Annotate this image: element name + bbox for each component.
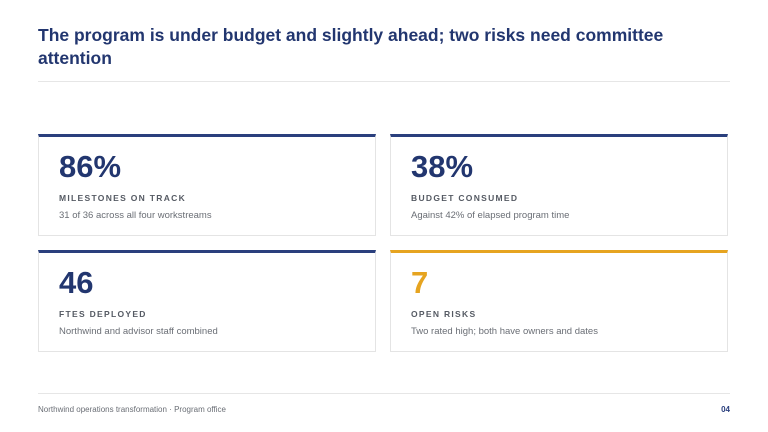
metric-card-ftes: 46 FTES DEPLOYED Northwind and advisor s… [38,250,376,352]
metric-value: 38% [411,149,474,184]
metric-label: FTES DEPLOYED [59,309,147,319]
metric-card-milestones: 86% MILESTONES ON TRACK 31 of 36 across … [38,134,376,236]
slide-title: The program is under budget and slightly… [38,25,664,68]
metric-description: Northwind and advisor staff combined [59,326,218,337]
metric-label: OPEN RISKS [411,309,477,319]
title-divider [38,81,730,82]
metric-card-risks: 7 OPEN RISKS Two rated high; both have o… [390,250,728,352]
metric-description: 31 of 36 across all four workstreams [59,210,212,221]
metric-value: 7 [411,265,429,300]
metric-value: 46 [59,265,94,300]
metric-label: MILESTONES ON TRACK [59,193,187,203]
metric-value: 86% [59,149,122,184]
metric-card-budget: 38% BUDGET CONSUMED Against 42% of elaps… [390,134,728,236]
metric-description: Two rated high; both have owners and dat… [411,326,598,337]
metric-label: BUDGET CONSUMED [411,193,519,203]
footer-caption: Northwind operations transformation · Pr… [38,405,226,414]
page-number: 04 [721,405,730,414]
footer-divider [38,393,730,394]
metric-description: Against 42% of elapsed program time [411,210,570,221]
